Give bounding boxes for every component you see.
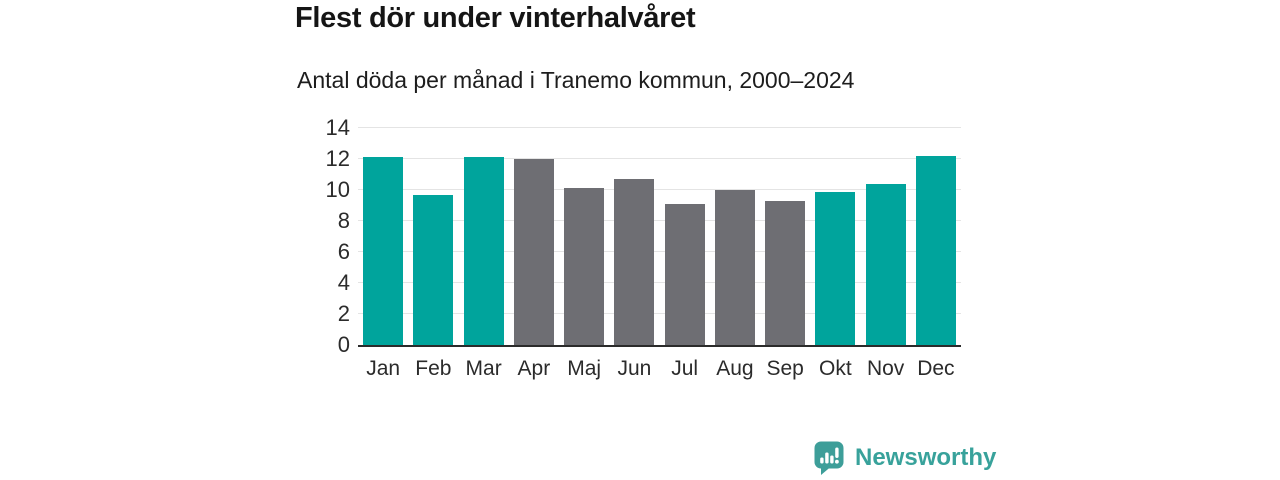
y-tick-label: 0 [337, 332, 350, 357]
gridline [358, 313, 961, 314]
bar-sep [765, 200, 806, 345]
bar-slot [459, 157, 509, 345]
y-tick-label: 6 [337, 239, 350, 264]
bar-jul [664, 203, 705, 345]
y-tick-label: 14 [325, 115, 350, 140]
x-tick-label: Jan [366, 357, 401, 380]
x-tick-label: Jun [617, 357, 652, 380]
x-tick-label: Feb [415, 357, 452, 380]
bar-slot [358, 157, 408, 345]
bar-slot [559, 188, 609, 345]
brand-name: Newsworthy [855, 444, 997, 471]
bar-mar [463, 157, 504, 345]
y-tick-label: 12 [325, 146, 350, 171]
bar-aug [714, 190, 755, 345]
y-tick-label: 4 [337, 270, 350, 295]
bar-dec [915, 155, 956, 345]
y-tick-label: 8 [337, 208, 350, 233]
x-tick-label: Apr [517, 357, 551, 380]
bar-jan [363, 157, 404, 345]
gridline [358, 251, 961, 252]
newsworthy-icon [813, 440, 846, 476]
gridline [358, 127, 961, 128]
bar-chart: 0 2 4 6 8 10 12 14 Jan Feb Mar Apr Maj Jun Jul Aug Sep O… [320, 117, 965, 392]
bar-slot [509, 159, 559, 345]
x-tick-label: Aug [716, 357, 754, 380]
x-tick-label: Maj [567, 357, 602, 380]
bar-jun [614, 179, 655, 345]
bar-slot [810, 191, 860, 345]
plot-area [358, 127, 961, 347]
bar-slot [710, 190, 760, 345]
bar-slot [408, 194, 458, 345]
bar-slot [609, 179, 659, 345]
gridline [358, 282, 961, 283]
bar-apr [513, 159, 554, 345]
x-tick-label: Sep [766, 357, 804, 380]
bar-maj [564, 188, 605, 345]
x-tick-label: Mar [465, 357, 502, 380]
gridline [358, 158, 961, 159]
chart-subtitle: Antal döda per månad i Tranemo kommun, 2… [297, 67, 855, 93]
gridline [358, 189, 961, 190]
y-tick-label: 10 [325, 177, 350, 202]
bar-nov [865, 183, 906, 345]
bar-feb [413, 194, 454, 345]
newsworthy-logo[interactable]: Newsworthy [813, 440, 996, 476]
x-tick-label: Okt [819, 357, 852, 380]
x-tick-label: Dec [917, 357, 955, 380]
bar-slot [760, 200, 810, 345]
y-tick-label: 2 [337, 301, 350, 326]
x-axis-labels: Jan Feb Mar Apr Maj Jun Jul Aug Sep Okt Nov Dec [358, 357, 961, 381]
chart-title: Flest dör under vinterhalvåret [295, 2, 696, 34]
bars-container [358, 128, 961, 345]
x-tick-label: Jul [671, 357, 699, 380]
bar-okt [815, 191, 856, 345]
gridline [358, 220, 961, 221]
x-tick-label: Nov [866, 357, 905, 380]
bar-slot [861, 183, 911, 345]
y-axis-labels: 0 2 4 6 8 10 12 14 [320, 117, 350, 356]
bar-slot [660, 203, 710, 345]
bar-slot [911, 155, 961, 345]
x-axis-line [358, 345, 961, 347]
